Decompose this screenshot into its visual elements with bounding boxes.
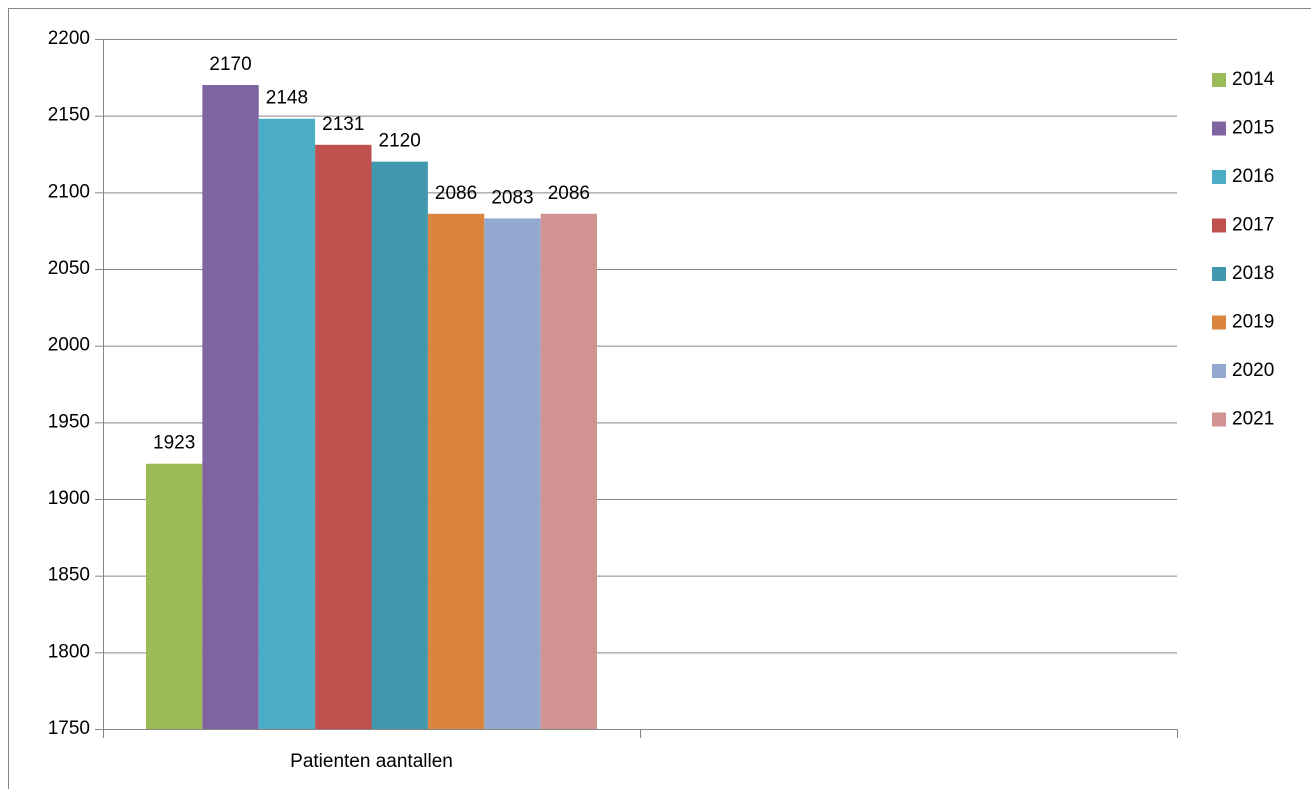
bar bbox=[484, 218, 541, 729]
x-tick-label: Patienten aantallen bbox=[290, 751, 453, 772]
y-tick-label: 1900 bbox=[48, 488, 90, 509]
data-label: 2120 bbox=[379, 131, 421, 152]
legend-swatch bbox=[1212, 267, 1226, 281]
bar bbox=[258, 118, 316, 729]
y-tick-label: 1850 bbox=[48, 565, 90, 586]
data-label: 2086 bbox=[548, 183, 590, 204]
y-tick-label: 2200 bbox=[48, 28, 90, 49]
data-label: 2170 bbox=[209, 54, 251, 75]
legend-label: 2014 bbox=[1232, 69, 1275, 90]
bar bbox=[427, 213, 485, 730]
legend-swatch bbox=[1212, 364, 1226, 378]
legend-label: 2018 bbox=[1232, 263, 1274, 284]
y-tick-label: 1750 bbox=[48, 718, 90, 739]
legend-swatch bbox=[1212, 73, 1226, 87]
bar bbox=[145, 463, 203, 729]
y-tick-label: 2150 bbox=[48, 105, 90, 126]
legend-swatch bbox=[1212, 218, 1226, 233]
data-label: 2148 bbox=[266, 88, 308, 109]
legend-swatch bbox=[1212, 121, 1226, 136]
bar bbox=[371, 161, 428, 729]
legend-swatch bbox=[1212, 170, 1226, 184]
legend-label: 2017 bbox=[1232, 215, 1274, 236]
legend-label: 2020 bbox=[1232, 360, 1274, 381]
legend-label: 2015 bbox=[1232, 118, 1274, 139]
y-tick-label: 1800 bbox=[48, 641, 90, 662]
y-tick-label: 2050 bbox=[48, 258, 90, 279]
legend-label: 2021 bbox=[1232, 409, 1274, 430]
y-tick-label: 1950 bbox=[48, 411, 90, 432]
legend-swatch bbox=[1212, 412, 1226, 427]
chart-frame bbox=[8, 8, 1311, 789]
legend-label: 2019 bbox=[1232, 312, 1274, 333]
y-tick-label: 2000 bbox=[48, 335, 90, 356]
data-label: 2086 bbox=[435, 183, 477, 204]
legend-swatch bbox=[1212, 315, 1226, 330]
bar bbox=[202, 85, 259, 729]
data-label: 2131 bbox=[322, 114, 364, 135]
data-label: 1923 bbox=[153, 433, 195, 454]
legend-label: 2016 bbox=[1232, 166, 1274, 187]
data-label: 2083 bbox=[491, 187, 533, 208]
y-tick-label: 2100 bbox=[48, 181, 90, 202]
bar bbox=[540, 213, 598, 730]
bar bbox=[315, 144, 372, 730]
